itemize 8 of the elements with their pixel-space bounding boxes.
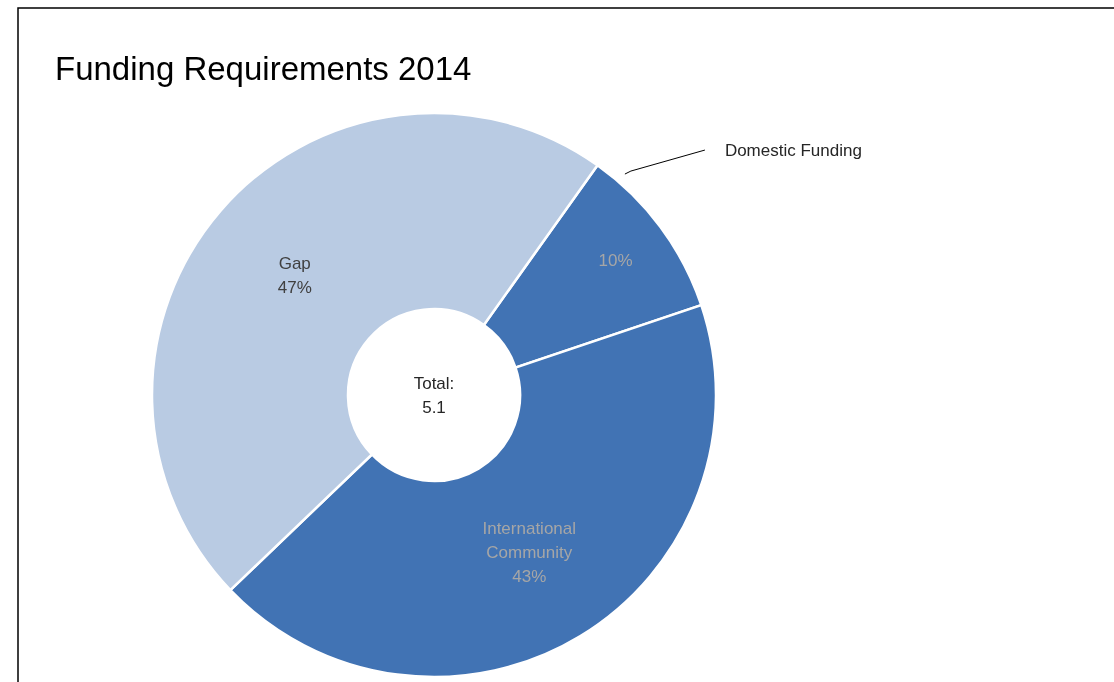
data-label: 43% bbox=[512, 567, 547, 587]
data-label: 47% bbox=[277, 277, 312, 297]
data-label: 10% bbox=[598, 251, 633, 271]
slice-label: Domestic Funding bbox=[724, 141, 862, 161]
slice-label: International Community bbox=[482, 519, 577, 563]
chart-title: Funding Requirements 2014 bbox=[55, 50, 472, 87]
text: Total: 5.1 bbox=[413, 374, 455, 417]
slice-label: Gap bbox=[278, 253, 311, 273]
